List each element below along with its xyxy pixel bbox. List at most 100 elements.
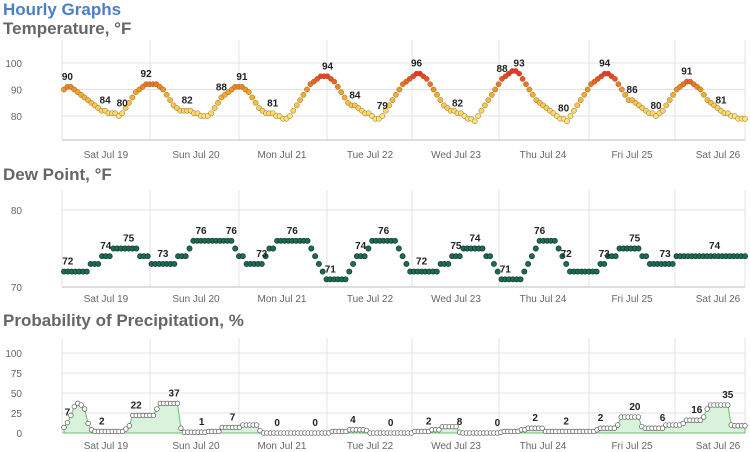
dewpoint-data-label: 71 — [325, 264, 337, 275]
temperature-point — [304, 86, 310, 93]
temperature-point — [338, 89, 345, 96]
dewpoint-point — [593, 268, 600, 275]
precipitation-point — [174, 400, 181, 407]
precipitation-data-label: 6 — [660, 413, 666, 424]
temperature-data-label: 94 — [599, 59, 611, 70]
precipitation-data-label: 16 — [691, 405, 703, 416]
precipitation-point — [85, 420, 91, 427]
dewpoint-grid: 70 80 Sat Jul 19 Sun Jul 20 Mon Jul 21 Tue Ju… — [11, 190, 746, 305]
dewpoint-point — [83, 268, 90, 275]
temperature-point — [290, 107, 297, 114]
temperature-data-label: 91 — [236, 72, 248, 83]
dewpoint-point — [669, 260, 676, 267]
temperature-point — [249, 94, 256, 101]
precipitation-xtick-label: Tue Jul 22 — [347, 441, 394, 452]
temperature-point — [581, 91, 588, 98]
dewpoint-point — [228, 237, 235, 244]
precipitation-ytick-label: 100 — [5, 349, 22, 360]
temperature-data-label: 84 — [100, 96, 112, 107]
dewpoint-series — [61, 237, 748, 283]
precipitation-ytick-label: 50 — [11, 389, 23, 400]
precipitation-data-label: 2 — [99, 416, 105, 427]
precipitation-point — [150, 412, 157, 419]
temperature-point — [334, 83, 341, 90]
temperature-series — [61, 68, 748, 125]
temperature-ytick-label: 90 — [11, 86, 23, 97]
precipitation-point — [178, 425, 184, 431]
temperature-chart-title: Temperature, °F — [3, 19, 132, 38]
temperature-point — [660, 107, 666, 114]
dewpoint-data-label: 76 — [534, 226, 546, 237]
dewpoint-point — [315, 260, 322, 267]
temperature-point — [618, 86, 625, 93]
temperature-point — [126, 99, 132, 106]
dewpoint-data-label: 74 — [355, 241, 367, 252]
temperature-point — [297, 97, 303, 103]
precipitation-data-label: 37 — [169, 388, 181, 399]
temperature-point — [437, 97, 444, 103]
dewpoint-point — [319, 268, 326, 275]
temperature-xtick-label: Fri Jul 25 — [611, 150, 653, 161]
temperature-xtick-label: Sun Jul 20 — [172, 150, 220, 161]
temperature-point — [577, 97, 584, 103]
temperature-point — [584, 86, 591, 93]
precipitation-chart-title: Probability of Precipitation, % — [3, 311, 244, 330]
precipitation-data-label: 2 — [563, 416, 569, 427]
dewpoint-xtick-label: Sun Jul 20 — [172, 294, 220, 305]
precipitation-point — [539, 425, 545, 431]
temperature-point — [427, 81, 434, 88]
temperature-data-label: 80 — [650, 101, 662, 112]
precipitation-point — [704, 406, 710, 412]
temperature-point — [485, 97, 492, 103]
precipitation-point — [725, 402, 731, 408]
dewpoint-point — [612, 253, 619, 260]
temperature-point — [571, 107, 577, 114]
temperature-data-label: 80 — [558, 104, 570, 115]
temperature-point — [163, 91, 170, 98]
temperature-point — [160, 86, 167, 93]
dewpoint-data-label: 72 — [416, 257, 428, 268]
temperature-xtick-label: Sat Jul 26 — [696, 150, 741, 161]
temperature-point — [245, 89, 252, 96]
temperature-xtick-label: Thu Jul 24 — [520, 150, 567, 161]
temperature-point — [252, 99, 259, 106]
temperature-data-label: 81 — [267, 98, 279, 109]
temperature-point — [386, 102, 392, 109]
dewpoint-point — [182, 253, 189, 260]
precipitation-data-label: 35 — [722, 390, 734, 401]
dewpoint-point — [308, 245, 315, 252]
dewpoint-point — [232, 245, 239, 252]
precipitation-data-label: 22 — [131, 400, 143, 411]
temperature-data-label: 88 — [496, 64, 508, 75]
temperature-point — [564, 118, 570, 125]
temperature-point — [396, 86, 403, 93]
temperature-point — [471, 118, 478, 125]
precipitation-point — [611, 425, 617, 431]
dewpoint-point — [555, 245, 562, 252]
precipitation-data-label: 2 — [426, 416, 432, 427]
temperature-data-label: 81 — [715, 96, 727, 107]
temperature-xtick-label: Wed Jul 23 — [431, 150, 481, 161]
precipitation-data-label: 2 — [598, 413, 604, 424]
precipitation-data-label: 7 — [230, 412, 236, 423]
temperature-point — [211, 105, 218, 111]
temperature-data-label: 80 — [117, 98, 129, 109]
dewpoint-data-label: 73 — [660, 249, 672, 260]
precipitation-series — [61, 400, 748, 436]
dewpoint-point — [551, 237, 558, 244]
dewpoint-point — [361, 253, 368, 260]
temperature-point — [492, 86, 499, 93]
temperature-data-label: 94 — [322, 61, 334, 72]
precipitation-point — [436, 427, 442, 433]
dewpoint-point — [95, 260, 102, 267]
temperature-point — [430, 86, 437, 93]
temperature-data-label: 96 — [411, 59, 423, 70]
precipitation-ytick-label: 75 — [11, 369, 23, 380]
dewpoint-point — [239, 253, 246, 260]
temperature-point — [393, 91, 399, 98]
temperature-data-label: 84 — [349, 90, 361, 101]
dewpoint-point — [563, 260, 570, 267]
temperature-point — [215, 99, 221, 106]
temperature-point — [122, 105, 129, 111]
dewpoint-data-label: 72 — [62, 257, 74, 268]
